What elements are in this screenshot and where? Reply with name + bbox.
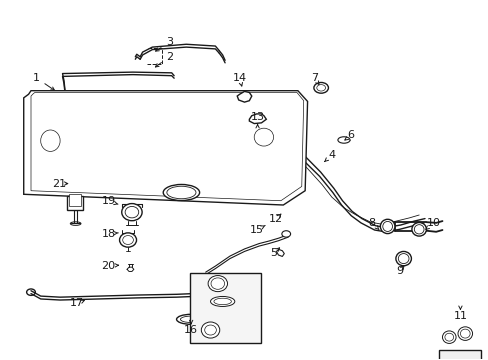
Ellipse shape: [380, 219, 394, 234]
Text: 10: 10: [426, 218, 440, 228]
Text: 17: 17: [70, 298, 84, 308]
Text: 20: 20: [102, 261, 116, 271]
Ellipse shape: [313, 82, 328, 93]
Text: 3: 3: [165, 37, 172, 48]
Bar: [67, 196, 83, 210]
Polygon shape: [237, 91, 251, 102]
Text: 15: 15: [249, 225, 263, 235]
Ellipse shape: [457, 327, 471, 341]
Ellipse shape: [163, 184, 199, 201]
Text: 14: 14: [232, 73, 246, 83]
Bar: [190, 273, 260, 342]
Ellipse shape: [281, 231, 290, 237]
Text: 8: 8: [368, 218, 375, 228]
Text: 6: 6: [347, 130, 354, 140]
Text: 2: 2: [165, 52, 172, 62]
Polygon shape: [24, 91, 307, 205]
Ellipse shape: [411, 222, 426, 236]
Ellipse shape: [122, 203, 142, 221]
Text: 9: 9: [395, 266, 403, 276]
Text: 18: 18: [102, 229, 116, 239]
Ellipse shape: [337, 137, 349, 143]
Text: 13: 13: [250, 112, 264, 122]
Polygon shape: [276, 249, 284, 256]
Text: 1: 1: [33, 73, 40, 83]
Bar: [69, 194, 81, 206]
Text: 21: 21: [52, 179, 66, 189]
Text: 4: 4: [327, 150, 335, 160]
Text: 11: 11: [452, 311, 467, 321]
Ellipse shape: [176, 314, 205, 324]
Ellipse shape: [201, 322, 219, 338]
Text: 7: 7: [310, 73, 317, 83]
Text: 16: 16: [184, 325, 198, 335]
Bar: [438, 350, 480, 360]
Ellipse shape: [208, 275, 227, 292]
Ellipse shape: [442, 331, 455, 343]
Ellipse shape: [395, 251, 410, 266]
Text: 19: 19: [102, 197, 116, 206]
Ellipse shape: [210, 296, 234, 306]
Ellipse shape: [119, 233, 136, 247]
Polygon shape: [249, 114, 266, 123]
Text: 5: 5: [269, 248, 277, 258]
Text: 12: 12: [268, 214, 283, 224]
